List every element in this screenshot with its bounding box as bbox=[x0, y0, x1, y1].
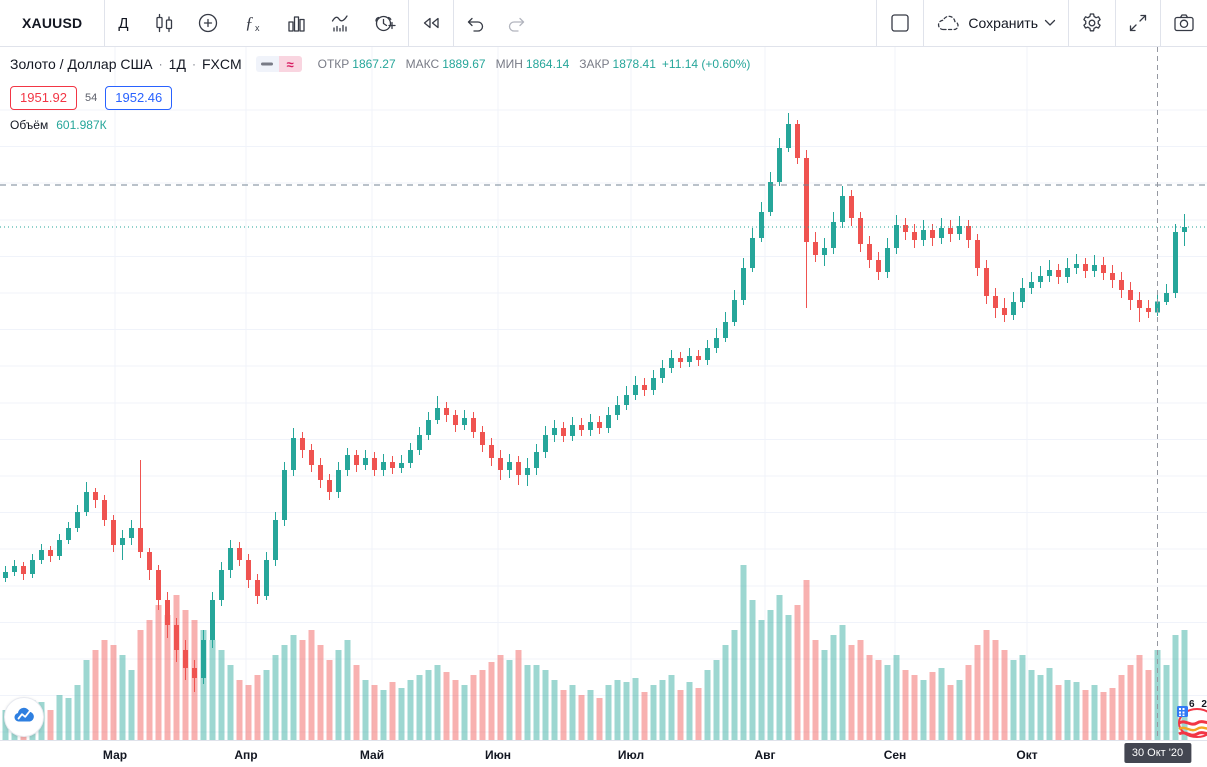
rewind-icon bbox=[418, 10, 444, 36]
alert-button[interactable] bbox=[362, 0, 408, 46]
bid-ask-row: 1951.92 54 1952.46 bbox=[10, 86, 750, 110]
cloud-icon bbox=[936, 12, 962, 34]
indicators-button[interactable]: ƒ x bbox=[230, 0, 274, 46]
svg-text:x: x bbox=[255, 23, 260, 33]
change-value: +11.14 (+0.60%) bbox=[661, 57, 751, 71]
approx-button[interactable]: ≈ bbox=[278, 56, 302, 72]
elections-widget[interactable]: 6 2 bbox=[1165, 699, 1207, 739]
fx-icon: ƒ x bbox=[239, 10, 265, 36]
volume-layer bbox=[2, 564, 1188, 740]
tradingview-cloud-icon bbox=[11, 703, 37, 732]
fullscreen-button[interactable] bbox=[1116, 0, 1160, 46]
tradingview-logo-button[interactable] bbox=[4, 697, 44, 737]
volume-row: Объём 601.987К bbox=[10, 118, 750, 132]
chart-style-button[interactable] bbox=[142, 0, 186, 46]
spread-value: 54 bbox=[85, 92, 98, 104]
undo-arrow-icon bbox=[463, 11, 487, 35]
close-label: ЗАКР bbox=[579, 57, 610, 71]
legend-toggle-pills: ≈ bbox=[255, 56, 302, 72]
chart-legend: Золото / Доллар США · 1Д · FXCM ≈ ОТКР 1… bbox=[10, 53, 750, 132]
layout-button[interactable] bbox=[877, 0, 923, 46]
axis-month-label: Июл bbox=[617, 748, 645, 762]
redo-button[interactable] bbox=[496, 0, 538, 46]
top-toolbar: XAUUSD Д ƒ x bbox=[0, 0, 1207, 47]
replay-button[interactable] bbox=[409, 0, 453, 46]
crosshair-date-badge: 30 Окт '20 bbox=[1123, 743, 1192, 763]
layout-square-icon bbox=[886, 9, 914, 37]
candles-layer bbox=[3, 113, 1187, 692]
open-label: ОТКР bbox=[317, 57, 350, 71]
countdown-days: 6 2 bbox=[1189, 699, 1207, 710]
indicator-templates-button[interactable] bbox=[274, 0, 318, 46]
dot-separator: · bbox=[191, 57, 196, 71]
axis-month-label: Апр bbox=[234, 748, 258, 762]
high-value: 1889.67 bbox=[442, 57, 486, 71]
legend-title-row: Золото / Доллар США · 1Д · FXCM ≈ ОТКР 1… bbox=[10, 53, 750, 75]
us-flag-countdown-icon bbox=[1177, 706, 1207, 738]
columns-chart-icon bbox=[283, 10, 309, 36]
price-lines-layer bbox=[0, 184, 1207, 228]
alarm-clock-plus-icon bbox=[371, 9, 399, 37]
grid-layer bbox=[0, 47, 1207, 740]
toolbar-separator bbox=[1160, 0, 1161, 46]
toolbar-separator bbox=[407, 0, 409, 46]
hide-series-button[interactable] bbox=[255, 56, 279, 72]
low-value: 1864.14 bbox=[525, 57, 570, 71]
volume-label[interactable]: Объём bbox=[10, 118, 49, 132]
axis-month-label: Авг bbox=[754, 748, 776, 762]
dot-separator: · bbox=[158, 57, 163, 71]
toolbar-separator bbox=[104, 0, 106, 46]
axis-month-label: Мар bbox=[102, 748, 128, 762]
compare-button[interactable] bbox=[186, 0, 230, 46]
toolbar-separator bbox=[1115, 0, 1116, 46]
camera-icon bbox=[1170, 9, 1198, 37]
undo-button[interactable] bbox=[454, 0, 496, 46]
settings-button[interactable] bbox=[1069, 0, 1115, 46]
axis-month-label: Окт bbox=[1016, 748, 1038, 762]
legend-exchange[interactable]: FXCM bbox=[201, 56, 242, 72]
volume-value: 601.987К bbox=[56, 118, 107, 132]
toolbar-separator bbox=[923, 0, 925, 46]
symbol-button[interactable]: XAUUSD bbox=[0, 0, 104, 46]
svg-text:ƒ: ƒ bbox=[245, 13, 254, 32]
save-label: Сохранить bbox=[968, 15, 1038, 31]
screenshot-button[interactable] bbox=[1161, 0, 1207, 46]
time-axis[interactable]: Мар Апр Май Июн Июл Авг Сен Окт 30 Окт '20 bbox=[0, 740, 1207, 767]
chevron-down-icon bbox=[1044, 19, 1056, 27]
ohlc-values: ОТКР 1867.27 МАКС 1889.67 МИН 1864.14 ЗА… bbox=[318, 57, 751, 71]
close-value: 1878.41 bbox=[612, 57, 656, 71]
sell-button[interactable]: 1951.92 bbox=[10, 86, 77, 110]
toolbar-right-group: Сохранить bbox=[876, 0, 1207, 46]
buy-button[interactable]: 1952.46 bbox=[105, 86, 173, 110]
low-label: МИН bbox=[495, 57, 523, 71]
candlestick-chart[interactable] bbox=[0, 47, 1207, 740]
fullscreen-arrows-icon bbox=[1125, 10, 1151, 36]
toolbar-separator bbox=[876, 0, 878, 46]
instrument-title[interactable]: Золото / Доллар США bbox=[10, 56, 153, 72]
candlestick-style-icon bbox=[151, 10, 177, 36]
axis-month-label: Сен bbox=[883, 748, 907, 762]
wave-chart-icon bbox=[327, 10, 353, 36]
axis-month-label: Май bbox=[359, 748, 385, 762]
toolbar-separator bbox=[452, 0, 454, 46]
plus-circle-icon bbox=[195, 10, 221, 36]
toolbar-separator bbox=[1068, 0, 1069, 46]
gear-icon bbox=[1078, 9, 1106, 37]
high-label: МАКС bbox=[405, 57, 440, 71]
axis-month-label: Июн bbox=[484, 748, 512, 762]
toolbar-left-group: XAUUSD Д ƒ x bbox=[0, 0, 538, 46]
interval-button[interactable]: Д bbox=[105, 0, 141, 46]
open-value: 1867.27 bbox=[352, 57, 396, 71]
forecast-button[interactable] bbox=[318, 0, 362, 46]
redo-arrow-icon bbox=[505, 11, 529, 35]
save-button[interactable]: Сохранить bbox=[924, 0, 1068, 46]
approx-icon: ≈ bbox=[286, 56, 294, 72]
legend-interval[interactable]: 1Д bbox=[168, 56, 186, 72]
